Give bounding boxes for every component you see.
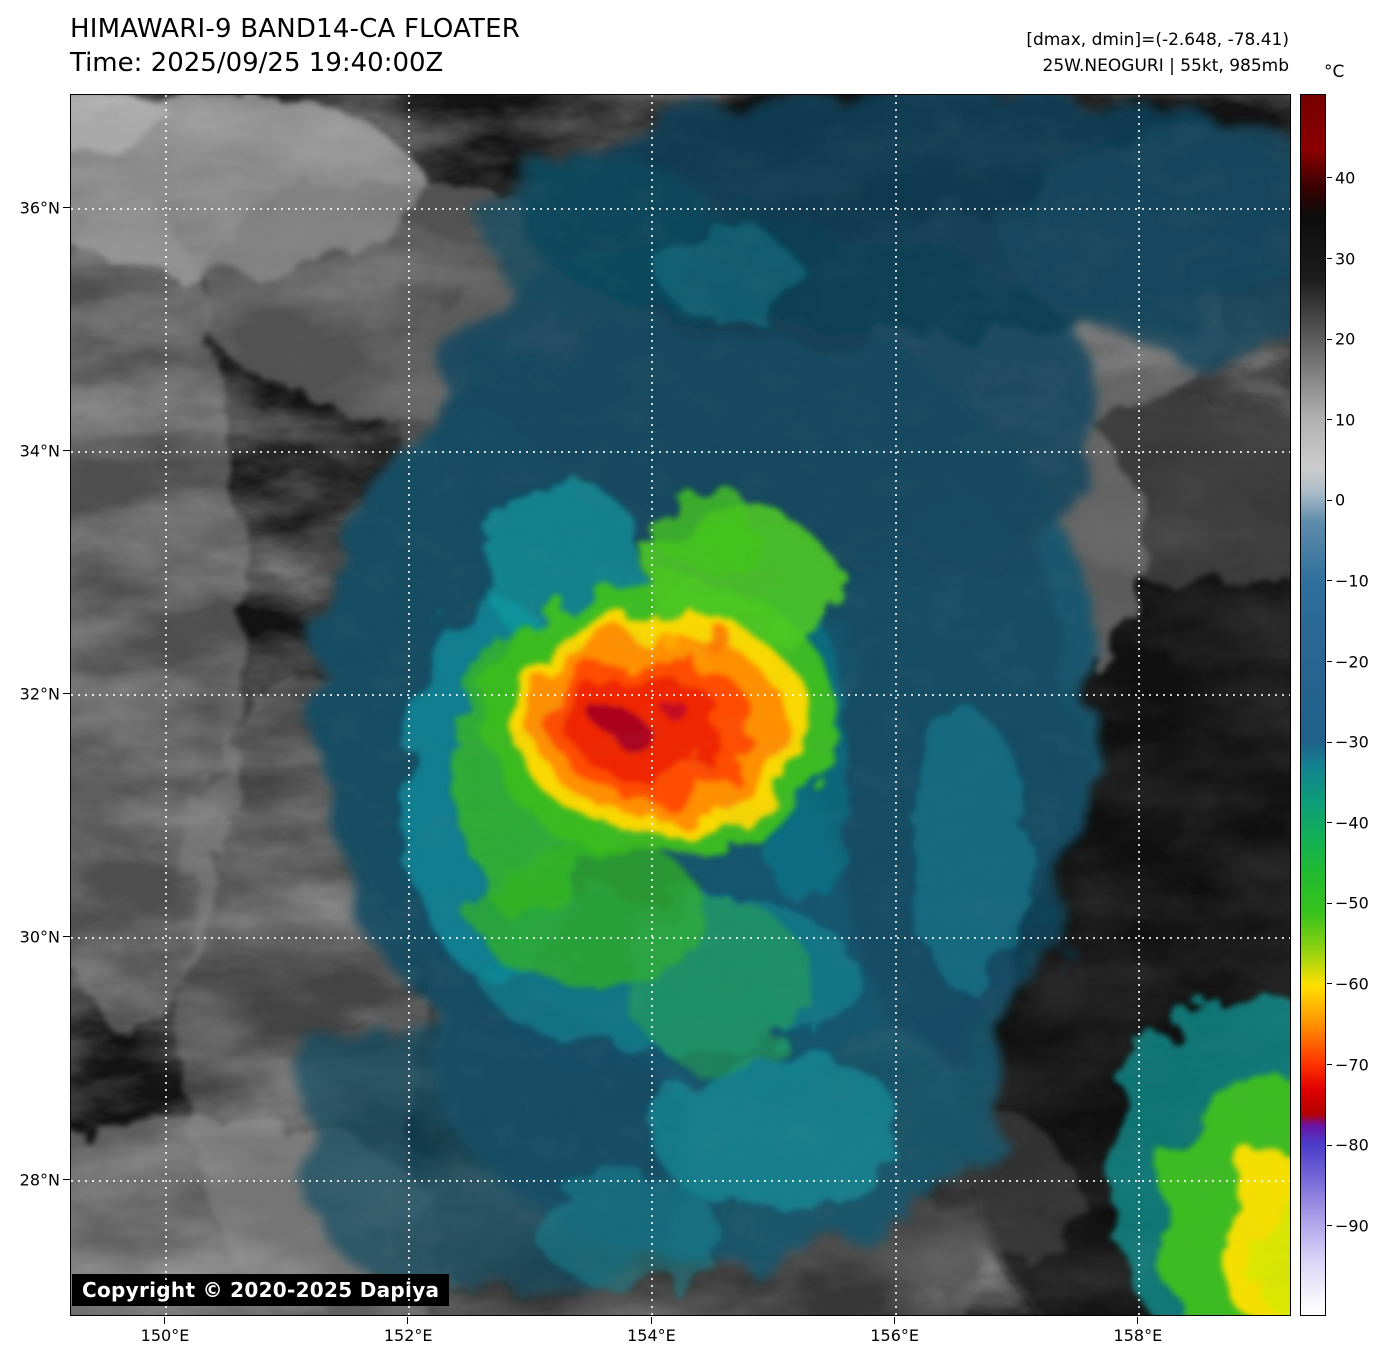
lat-tick [63,693,70,695]
colorbar-tick-label: 30 [1335,249,1356,269]
lat-tick-label: 34°N [19,441,60,461]
storm-info-annotation: 25W.NEOGURI | 55kt, 985mb [1042,56,1289,76]
colorbar-tick-label: 0 [1335,490,1346,510]
colorbar-tick-label: −80 [1335,1135,1369,1155]
lat-tick-label: 30°N [19,927,60,947]
colorbar-tick [1327,419,1332,421]
colorbar-tick [1327,257,1332,259]
lon-tick-label: 152°E [383,1326,433,1345]
colorbar-tick [1327,499,1332,501]
lon-tick-label: 156°E [870,1326,919,1345]
lon-tick [893,1317,895,1324]
lat-tick [63,206,70,208]
colorbar-tick-label: −10 [1335,571,1369,591]
satellite-image [71,95,1290,1315]
colorbar-tick-label: −70 [1335,1055,1369,1075]
lon-tick [1137,1317,1139,1324]
colorbar-tick [1327,741,1332,743]
lon-tick-label: 154°E [627,1326,676,1345]
map-plot-area: Copyright © 2020-2025 Dapiya [70,94,1291,1316]
colorbar-tick [1327,983,1332,985]
colorbar-tick-label: −20 [1335,652,1369,672]
colorbar-tick [1327,822,1332,824]
colorbar-tick-label: 20 [1335,329,1356,349]
lat-tick-label: 32°N [19,684,60,704]
lat-tick-label: 28°N [19,1170,60,1190]
colorbar-tick [1327,580,1332,582]
colorbar-tick-label: −60 [1335,974,1369,994]
page-title: HIMAWARI-9 BAND14-CA FLOATER [70,14,521,44]
colorbar-tick-label: −50 [1335,893,1369,913]
lon-tick-label: 150°E [140,1326,190,1345]
copyright-badge: Copyright © 2020-2025 Dapiya [72,1274,450,1306]
lon-tick [407,1317,409,1324]
colorbar-tick [1327,338,1332,340]
colorbar-tick [1327,1144,1332,1146]
colorbar-tick [1327,1225,1332,1227]
lon-tick [650,1317,652,1324]
colorbar-tick [1327,660,1332,662]
colorbar-tick-label: −30 [1335,732,1369,752]
colorbar-tick-label: 40 [1335,168,1356,188]
colorbar-tick-label: −90 [1335,1216,1369,1236]
lon-tick-label: 158°E [1113,1326,1163,1345]
colorbar-tick-label: −40 [1335,813,1369,833]
lat-tick-label: 36°N [19,198,60,218]
colorbar-tick [1327,1064,1332,1065]
lat-tick [63,936,70,938]
colorbar-tick-label: 10 [1335,410,1356,430]
dmax-dmin-annotation: [dmax, dmin]=(-2.648, -78.41) [1026,30,1289,50]
lat-tick [63,449,70,451]
colorbar-tick [1327,902,1332,904]
time-label: Time: 2025/09/25 19:40:00Z [70,48,444,78]
colorbar [1300,94,1326,1316]
lat-tick [63,1179,70,1181]
colorbar-unit-label: °C [1324,62,1345,82]
lon-tick [164,1317,166,1324]
colorbar-tick [1327,177,1332,179]
